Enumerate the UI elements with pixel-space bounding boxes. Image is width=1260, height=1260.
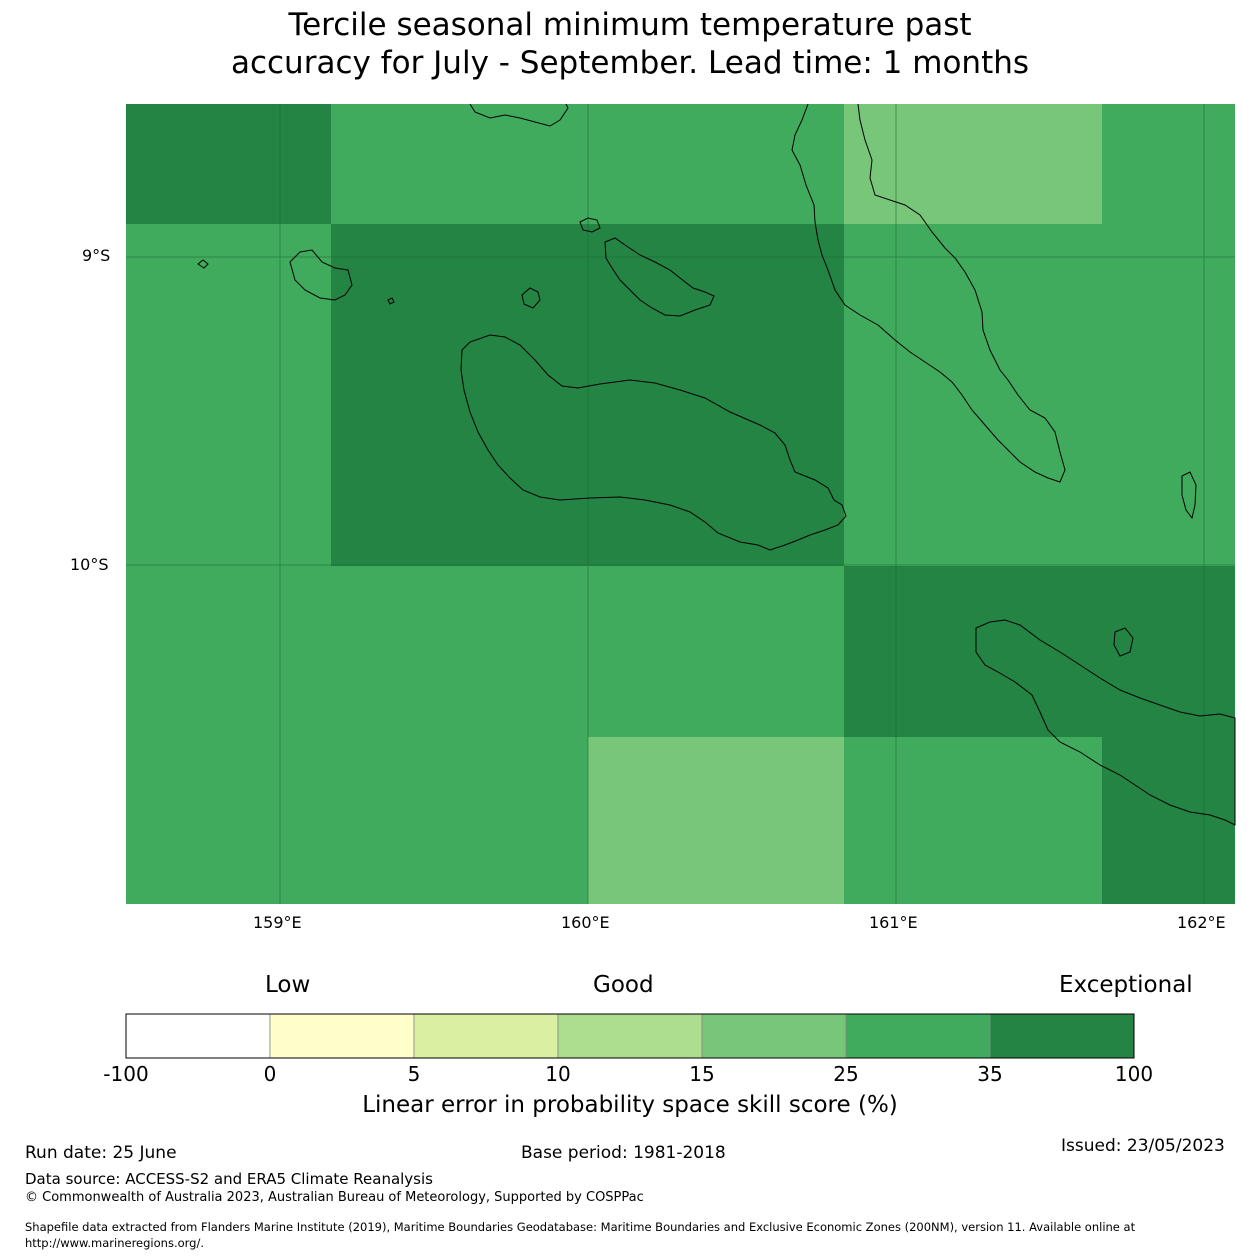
russell-islands-coast bbox=[289, 249, 353, 301]
base-period: Base period: 1981-2018 bbox=[521, 1143, 726, 1163]
lat-label-10s: 10°S bbox=[70, 555, 109, 574]
lon-label-160e: 160°E bbox=[561, 913, 610, 932]
data-source: Data source: ACCESS-S2 and ERA5 Climate … bbox=[25, 1170, 433, 1188]
guadalcanal-coast bbox=[460, 334, 847, 551]
category-exceptional: Exceptional bbox=[1059, 972, 1193, 998]
colorbar-tick-6: 35 bbox=[977, 1062, 1003, 1086]
small-island-2 bbox=[579, 217, 601, 233]
coastlines bbox=[197, 103, 1236, 826]
cell-r4-c4 bbox=[1102, 737, 1235, 904]
title-line-2: accuracy for July - September. Lead time… bbox=[230, 45, 1030, 81]
small-island-3 bbox=[197, 259, 209, 269]
small-island-6 bbox=[1181, 471, 1197, 520]
small-island-1 bbox=[521, 287, 541, 309]
cell-r4-c3 bbox=[844, 737, 1102, 904]
colorbar-tick-3: 10 bbox=[545, 1062, 571, 1086]
lon-label-162e: 162°E bbox=[1177, 913, 1226, 932]
run-date: Run date: 25 June bbox=[25, 1143, 177, 1163]
category-low: Low bbox=[265, 972, 311, 998]
cell-r4-c1 bbox=[126, 737, 588, 904]
cell-r4-c2 bbox=[588, 737, 844, 904]
small-island-5 bbox=[1113, 627, 1134, 657]
malaita-coast bbox=[791, 103, 1066, 483]
colorbar-label: Linear error in probability space skill … bbox=[362, 1092, 898, 1118]
florida-islands-coast bbox=[604, 237, 715, 317]
lon-label-161e: 161°E bbox=[869, 913, 918, 932]
small-island-4 bbox=[387, 297, 395, 305]
colorbar-tick-4: 15 bbox=[689, 1062, 715, 1086]
issued-date: Issued: 23/05/2023 bbox=[1061, 1136, 1225, 1156]
shapefile-credit-line-2: http://www.marineregions.org/. bbox=[25, 1236, 204, 1250]
colorbar-tick-5: 25 bbox=[833, 1062, 859, 1086]
makira-coast bbox=[975, 619, 1236, 826]
graticule bbox=[126, 104, 1235, 904]
shapefile-credit-line-1: Shapefile data extracted from Flanders M… bbox=[25, 1220, 1136, 1234]
chart-title: Tercile seasonal minimum temperature pas… bbox=[0, 6, 1260, 82]
cell-r1-c1 bbox=[126, 104, 331, 224]
cell-r1-c4 bbox=[1102, 104, 1235, 224]
cell-r2-c3 bbox=[844, 224, 1235, 566]
colorbar-tick-0: -100 bbox=[103, 1062, 149, 1086]
colorbar-tick-2: 5 bbox=[407, 1062, 421, 1086]
cell-r2-c1 bbox=[126, 224, 331, 566]
category-good: Good bbox=[593, 972, 654, 998]
lon-label-159e: 159°E bbox=[253, 913, 302, 932]
santa-isabel-coast bbox=[469, 103, 569, 127]
cell-r3-c1 bbox=[126, 566, 844, 737]
lat-label-9s: 9°S bbox=[82, 246, 111, 265]
skill-grid-cells bbox=[126, 104, 1235, 904]
copyright: © Commonwealth of Australia 2023, Austra… bbox=[25, 1190, 644, 1205]
colorbar-tick-1: 0 bbox=[263, 1062, 277, 1086]
title-line-1: Tercile seasonal minimum temperature pas… bbox=[288, 7, 972, 43]
colorbar-tick-7: 100 bbox=[1114, 1062, 1154, 1086]
cell-r1-c3 bbox=[844, 104, 1102, 224]
